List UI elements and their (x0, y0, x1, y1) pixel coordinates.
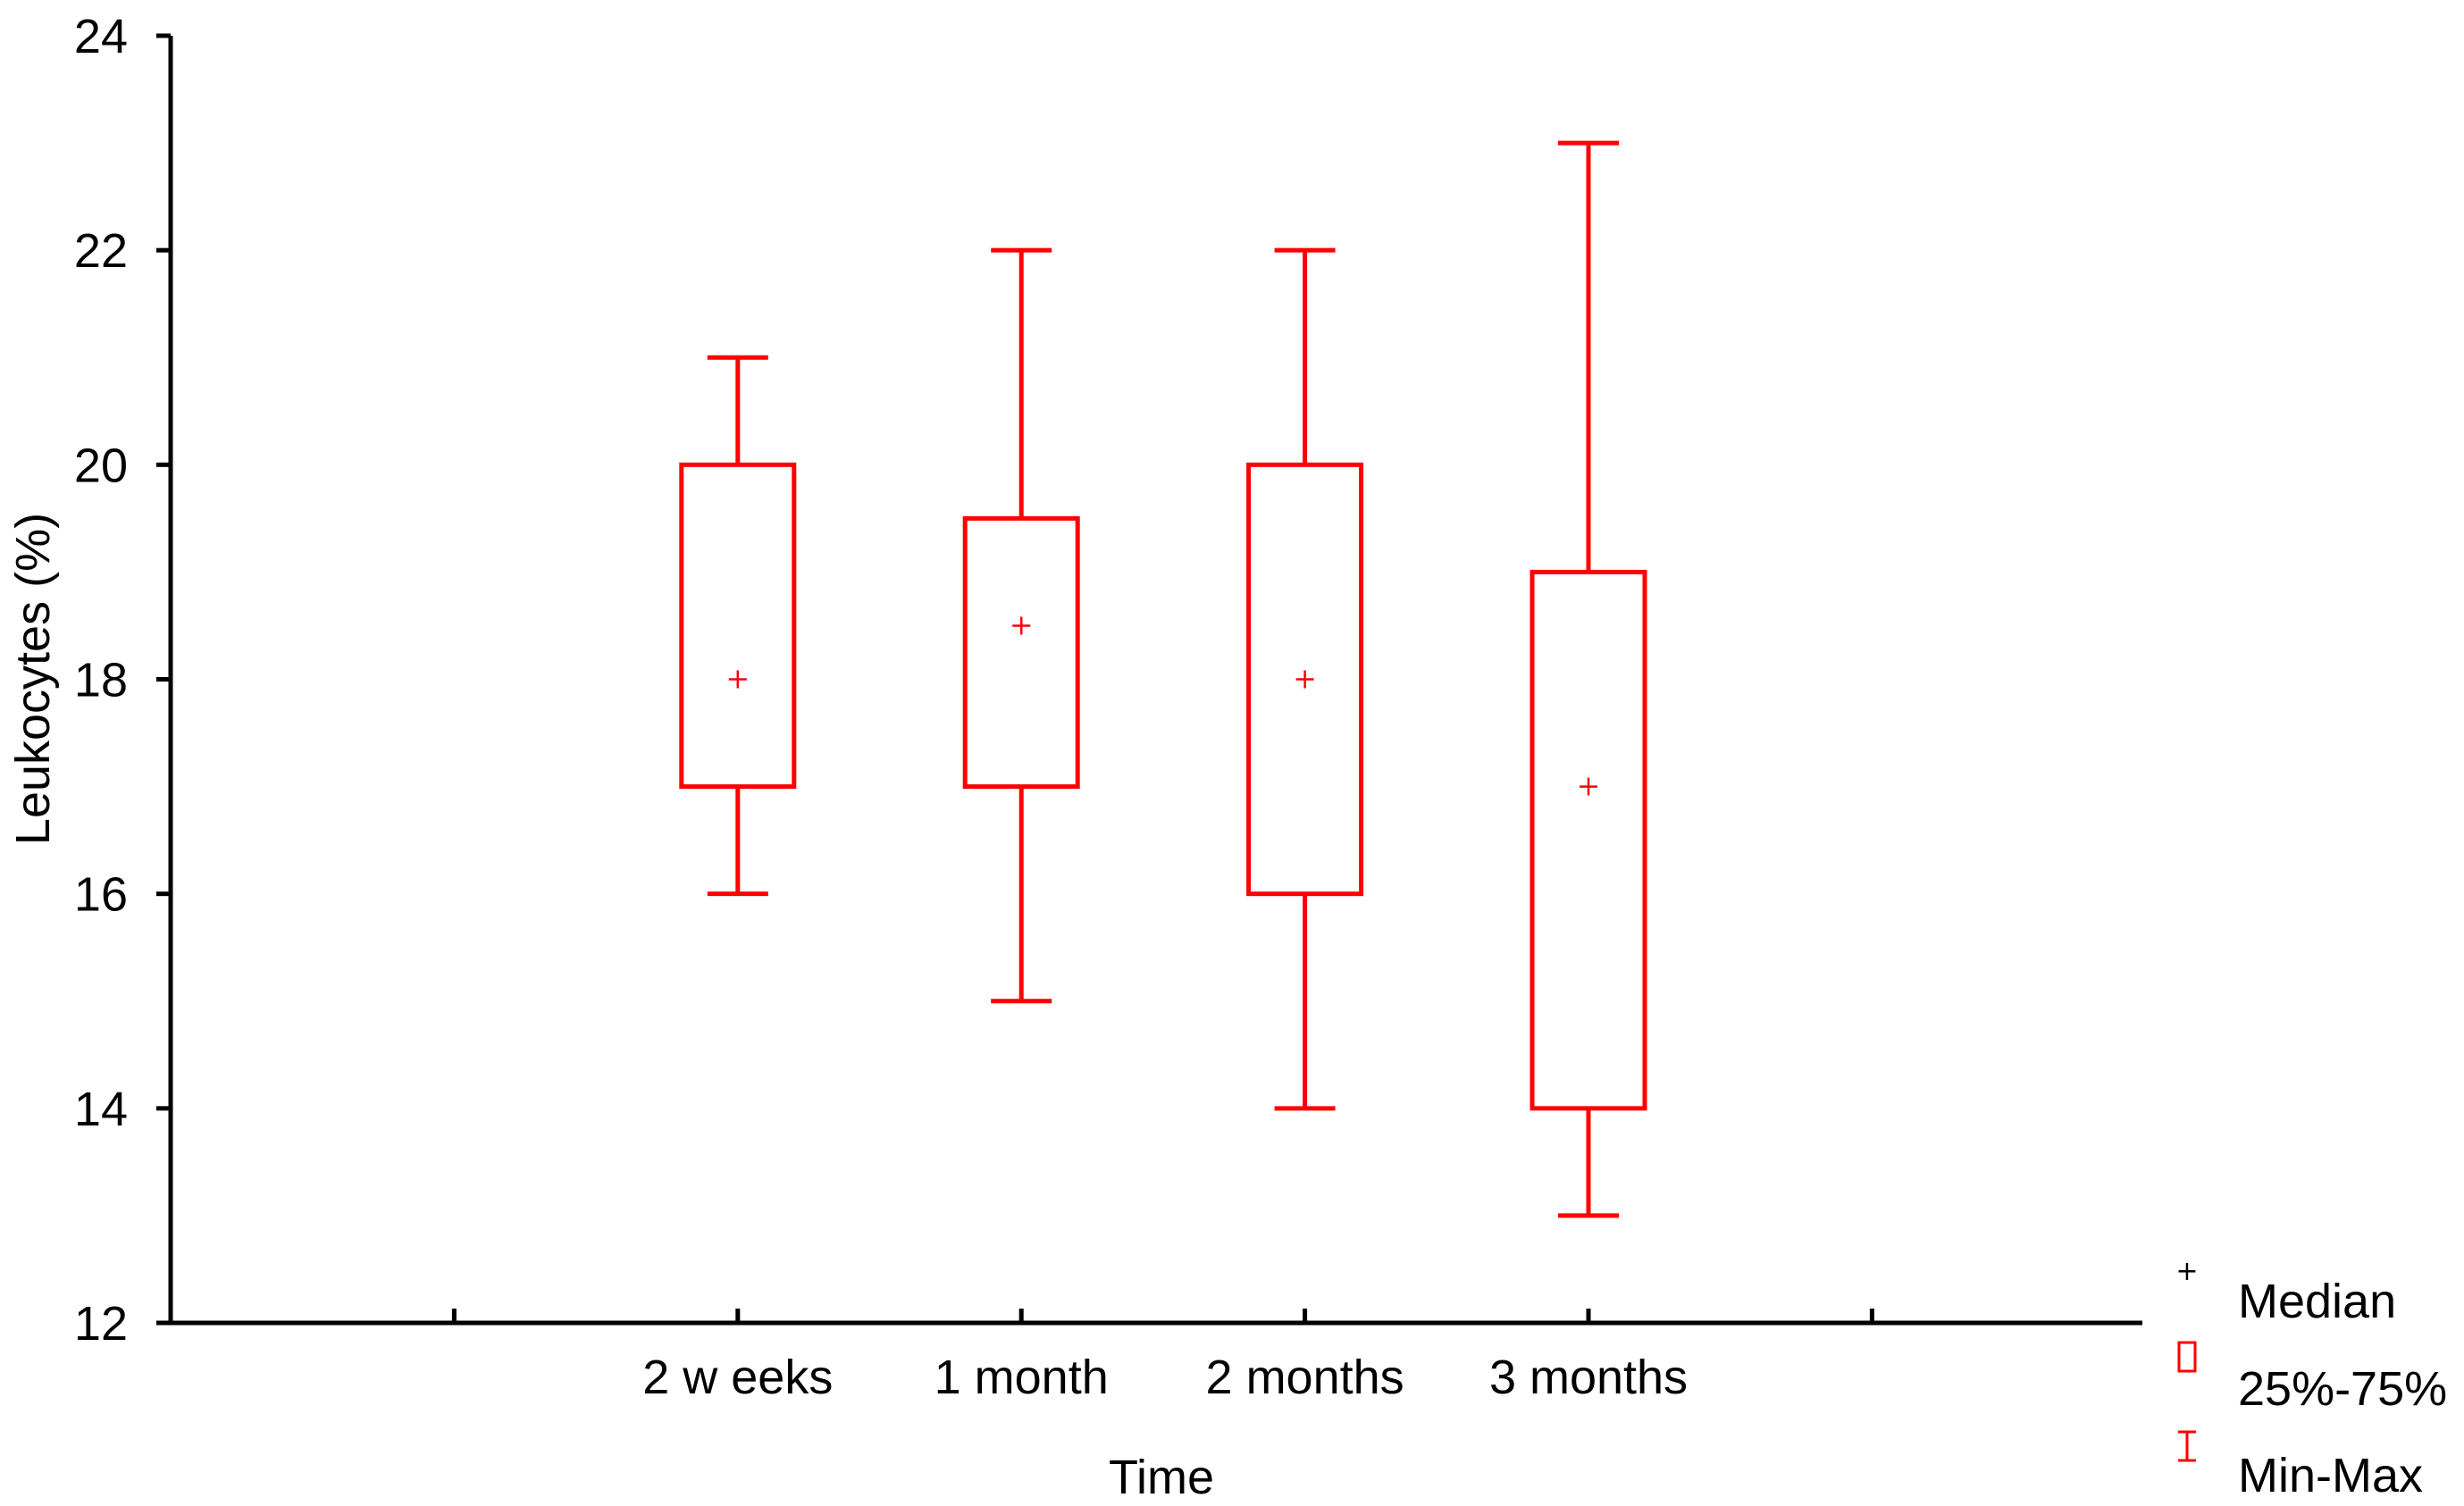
y-ticks: 12 14 16 18 20 22 24 (74, 10, 171, 1351)
box-1 (679, 355, 797, 897)
y-tick-label: 22 (74, 224, 128, 278)
y-tick-label: 18 (74, 654, 128, 707)
legend-item-median: + Median (2175, 1256, 2396, 1328)
iqr-box (679, 462, 797, 790)
legend-label-median: Median (2238, 1275, 2396, 1328)
axes: 12 14 16 18 20 22 24 2 w eeks 1 month 2 months 3 … (74, 10, 2142, 1404)
y-axis-title: Leukocytes (%) (6, 513, 60, 845)
boxes (679, 140, 1647, 1218)
whisker-icon (2178, 1430, 2196, 1462)
legend: + Median 25%-75% Min-Max (2175, 1256, 2447, 1502)
box-4 (1530, 140, 1647, 1218)
y-tick-label: 12 (74, 1297, 128, 1351)
x-tick-label: 1 month (934, 1351, 1109, 1404)
box-icon (2177, 1341, 2197, 1373)
y-tick-label: 14 (74, 1083, 128, 1136)
x-axis-title: Time (1109, 1451, 1214, 1504)
iqr-box (1530, 569, 1647, 1111)
x-tick-label: 2 months (1206, 1351, 1404, 1404)
legend-label-quartiles: 25%-75% (2238, 1362, 2447, 1416)
median-marker (1295, 670, 1314, 689)
median-marker (1012, 616, 1031, 635)
legend-item-minmax: Min-Max (2178, 1430, 2423, 1502)
y-tick-label: 16 (74, 868, 128, 922)
median-marker (728, 670, 747, 689)
plus-icon: + (2175, 1256, 2198, 1287)
y-tick-label: 20 (74, 439, 128, 492)
box-3 (1246, 247, 1364, 1111)
box-2 (962, 247, 1080, 1004)
y-tick-label: 24 (74, 10, 128, 63)
legend-label-minmax: Min-Max (2238, 1449, 2423, 1502)
x-ticks: 2 w eeks 1 month 2 months 3 months (451, 1309, 1874, 1404)
x-tick-label: 3 months (1489, 1351, 1688, 1404)
legend-item-quartiles: 25%-75% (2177, 1341, 2447, 1416)
x-tick-label: 2 w eeks (642, 1351, 833, 1404)
iqr-box (962, 515, 1080, 790)
median-marker (1580, 777, 1597, 796)
